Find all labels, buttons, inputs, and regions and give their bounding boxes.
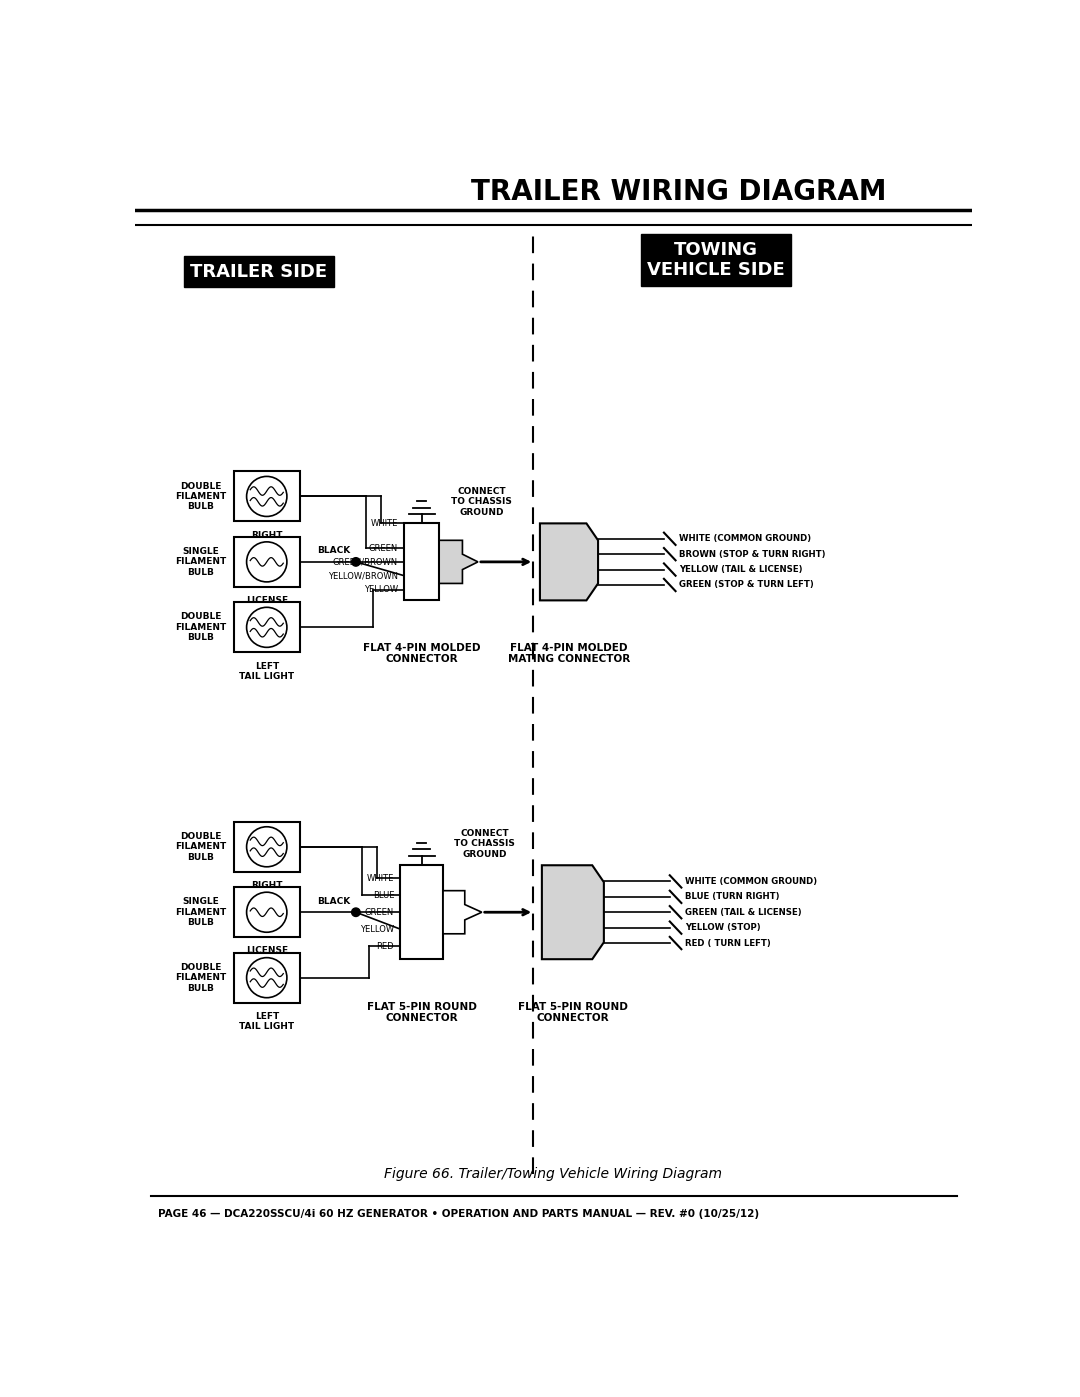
Text: GREEN: GREEN xyxy=(365,908,394,916)
Bar xyxy=(401,865,443,960)
Text: DOUBLE
FILAMENT
BULB: DOUBLE FILAMENT BULB xyxy=(175,612,226,643)
Text: GREEN: GREEN xyxy=(369,543,399,553)
Text: LEFT
TAIL LIGHT: LEFT TAIL LIGHT xyxy=(239,662,295,680)
Text: GREEN (STOP & TURN LEFT): GREEN (STOP & TURN LEFT) xyxy=(679,581,814,590)
Polygon shape xyxy=(443,891,482,933)
Polygon shape xyxy=(540,524,598,601)
Bar xyxy=(233,536,299,587)
Text: DOUBLE
FILAMENT
BULB: DOUBLE FILAMENT BULB xyxy=(175,963,226,993)
Text: FLAT 5-PIN ROUND
CONNECTOR: FLAT 5-PIN ROUND CONNECTOR xyxy=(367,1002,476,1023)
Text: DOUBLE
FILAMENT
BULB: DOUBLE FILAMENT BULB xyxy=(175,482,226,511)
Text: BROWN (STOP & TURN RIGHT): BROWN (STOP & TURN RIGHT) xyxy=(679,549,826,559)
Text: LICENSE
TAIL LIGHT: LICENSE TAIL LIGHT xyxy=(239,947,295,965)
Circle shape xyxy=(246,608,287,647)
Text: CONNECT
TO CHASSIS
GROUND: CONNECT TO CHASSIS GROUND xyxy=(451,488,512,517)
Bar xyxy=(233,953,299,1003)
Text: DOUBLE
FILAMENT
BULB: DOUBLE FILAMENT BULB xyxy=(175,831,226,862)
Circle shape xyxy=(246,893,287,932)
Text: LEFT
TAIL LIGHT: LEFT TAIL LIGHT xyxy=(239,1011,295,1031)
Text: BLACK: BLACK xyxy=(318,546,351,556)
Text: GREEN (TAIL & LICENSE): GREEN (TAIL & LICENSE) xyxy=(685,908,801,916)
Text: RIGHT
TAIL LIGHT: RIGHT TAIL LIGHT xyxy=(239,882,295,901)
Text: BLUE (TURN RIGHT): BLUE (TURN RIGHT) xyxy=(685,893,780,901)
Text: FLAT 4-PIN MOLDED
CONNECTOR: FLAT 4-PIN MOLDED CONNECTOR xyxy=(363,643,481,665)
Text: YELLOW: YELLOW xyxy=(360,925,394,933)
Text: CONNECT
TO CHASSIS
GROUND: CONNECT TO CHASSIS GROUND xyxy=(455,828,515,859)
Text: WHITE: WHITE xyxy=(370,518,399,528)
Text: YELLOW (TAIL & LICENSE): YELLOW (TAIL & LICENSE) xyxy=(679,564,802,574)
Bar xyxy=(404,524,440,601)
Text: RED: RED xyxy=(377,942,394,950)
Circle shape xyxy=(352,908,360,916)
Text: SINGLE
FILAMENT
BULB: SINGLE FILAMENT BULB xyxy=(175,897,226,928)
Text: YELLOW (STOP): YELLOW (STOP) xyxy=(685,923,761,932)
Text: YELLOW/BROWN: YELLOW/BROWN xyxy=(328,571,399,580)
Text: TOWING
VEHICLE SIDE: TOWING VEHICLE SIDE xyxy=(647,240,785,279)
Text: TRAILER SIDE: TRAILER SIDE xyxy=(190,263,327,281)
Text: GREEN/BROWN: GREEN/BROWN xyxy=(333,557,399,566)
Polygon shape xyxy=(440,541,478,584)
Text: BLUE: BLUE xyxy=(373,891,394,900)
Text: SINGLE
FILAMENT
BULB: SINGLE FILAMENT BULB xyxy=(175,548,226,577)
Bar xyxy=(233,471,299,521)
Text: FLAT 4-PIN MOLDED
MATING CONNECTOR: FLAT 4-PIN MOLDED MATING CONNECTOR xyxy=(508,643,630,665)
Bar xyxy=(233,602,299,652)
Text: WHITE: WHITE xyxy=(367,875,394,883)
Circle shape xyxy=(246,827,287,866)
Text: BLACK: BLACK xyxy=(318,897,351,905)
Text: TRAILER WIRING DIAGRAM: TRAILER WIRING DIAGRAM xyxy=(471,179,887,207)
Text: RIGHT
TAIL LIGHT: RIGHT TAIL LIGHT xyxy=(239,531,295,550)
Text: PAGE 46 — DCA220SSCU/4i 60 HZ GENERATOR • OPERATION AND PARTS MANUAL — REV. #0 (: PAGE 46 — DCA220SSCU/4i 60 HZ GENERATOR … xyxy=(159,1208,759,1220)
Polygon shape xyxy=(542,865,604,960)
Text: RED ( TURN LEFT): RED ( TURN LEFT) xyxy=(685,939,771,947)
Bar xyxy=(233,821,299,872)
Text: FLAT 5-PIN ROUND
CONNECTOR: FLAT 5-PIN ROUND CONNECTOR xyxy=(518,1002,627,1023)
Circle shape xyxy=(246,958,287,997)
Text: WHITE (COMMON GROUND): WHITE (COMMON GROUND) xyxy=(679,534,811,543)
Text: LICENSE
TAIL LIGHT: LICENSE TAIL LIGHT xyxy=(239,597,295,616)
Text: Figure 66. Trailer/Towing Vehicle Wiring Diagram: Figure 66. Trailer/Towing Vehicle Wiring… xyxy=(384,1166,723,1180)
Text: WHITE (COMMON GROUND): WHITE (COMMON GROUND) xyxy=(685,877,818,886)
Circle shape xyxy=(352,557,360,566)
Circle shape xyxy=(246,476,287,517)
Circle shape xyxy=(246,542,287,583)
Bar xyxy=(233,887,299,937)
Text: YELLOW: YELLOW xyxy=(364,585,399,594)
